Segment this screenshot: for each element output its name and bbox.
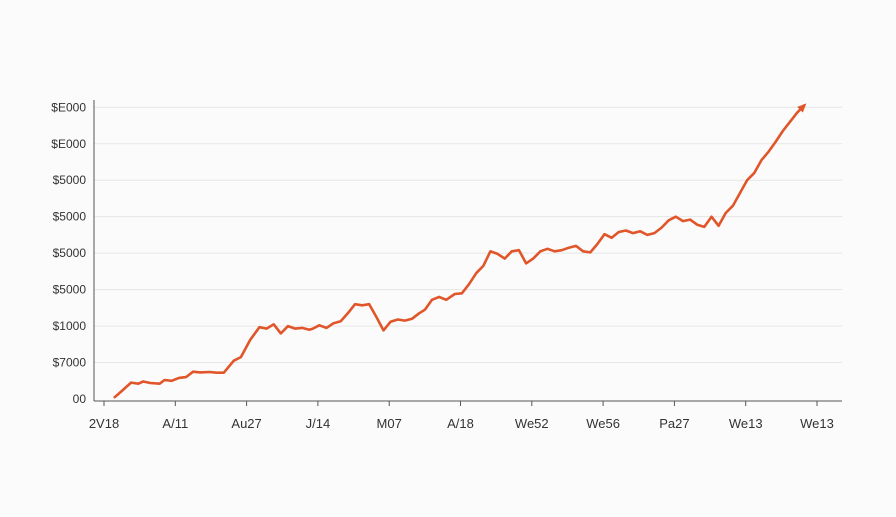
y-tick-label: $5000: [53, 210, 87, 224]
y-tick-label: $1000: [53, 319, 87, 333]
y-tick-label: $5000: [53, 283, 87, 297]
y-tick-label: $E000: [51, 137, 86, 151]
x-tick-label: Au27: [231, 416, 261, 431]
x-tick-label: A/18: [447, 416, 474, 431]
x-tick-label: J/14: [306, 416, 331, 431]
x-tick-label: Pa27: [659, 416, 689, 431]
y-tick-label: $5000: [53, 246, 87, 260]
y-tick-label: $5000: [53, 173, 87, 187]
y-tick-label: $E000: [51, 100, 86, 114]
series-line: [113, 103, 807, 399]
x-tick-label: We52: [515, 416, 549, 431]
y-tick-label: $7000: [53, 356, 87, 370]
x-tick-label: A/11: [162, 416, 188, 431]
x-tick-label: We56: [586, 416, 620, 431]
x-tick-label: 2V18: [89, 416, 119, 431]
x-tick-label: M07: [377, 416, 402, 431]
y-tick-label: 00: [73, 392, 87, 406]
x-tick-label: We13: [729, 416, 763, 431]
x-tick-label: We13: [800, 416, 834, 431]
